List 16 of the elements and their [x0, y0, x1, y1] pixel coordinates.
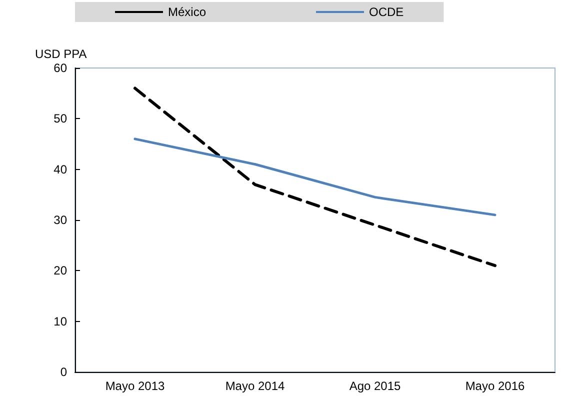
y-tick-label: 10: [54, 314, 68, 328]
y-tick-label: 50: [54, 112, 68, 126]
y-axis-title: USD PPA: [35, 47, 87, 61]
y-tick-label: 30: [54, 213, 68, 227]
x-tick-label: Ago 2015: [349, 379, 402, 393]
x-tick-label: Mayo 2016: [465, 379, 526, 393]
x-tick-label: Mayo 2013: [105, 379, 166, 393]
line-series: [134, 86, 496, 268]
y-tick-label: 20: [54, 264, 68, 278]
y-tick-label: 60: [54, 61, 68, 75]
x-tick-label: Mayo 2014: [225, 379, 286, 393]
legend-label: México: [168, 5, 206, 19]
y-tick-label: 40: [54, 162, 68, 176]
y-tick-label: 0: [60, 365, 68, 379]
line-series: [134, 138, 496, 216]
legend-label: OCDE: [369, 5, 404, 19]
